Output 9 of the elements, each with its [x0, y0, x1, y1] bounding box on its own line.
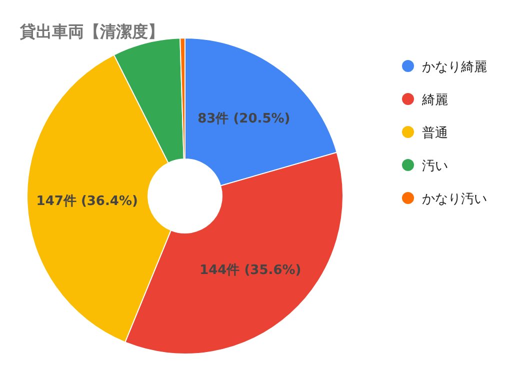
- data-label: 83件 (20.5%): [198, 112, 290, 127]
- data-label: 144件 (35.6%): [200, 262, 302, 278]
- legend-label: かなり汚い: [422, 192, 487, 207]
- chart-title: 貸出車両【清潔度】: [19, 22, 164, 41]
- legend-label: かなり綺麗: [422, 60, 487, 75]
- legend-label: 汚い: [422, 159, 448, 174]
- legend-label: 普通: [422, 125, 448, 141]
- data-label: 147件 (36.4%): [36, 194, 138, 209]
- legend-label: 綺麗: [421, 93, 448, 108]
